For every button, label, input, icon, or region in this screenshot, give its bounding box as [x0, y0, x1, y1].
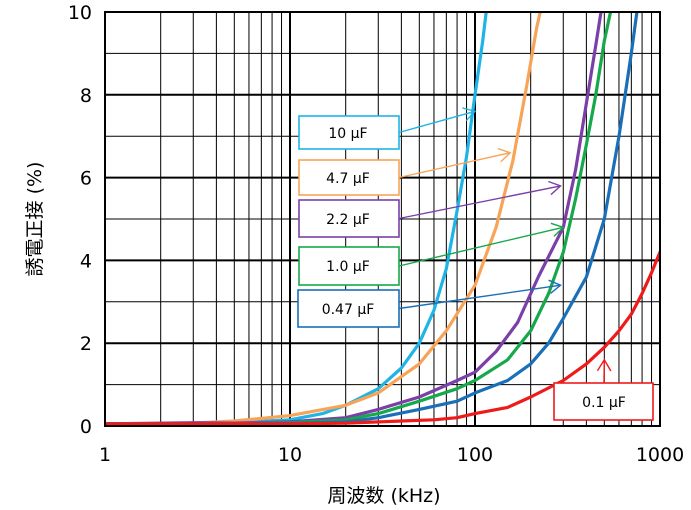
series-line: [105, 12, 488, 426]
legend-label: 0.1 μF: [582, 395, 626, 411]
legend-box: [553, 382, 654, 421]
legend-arrow: [398, 185, 561, 220]
legend-box: [297, 289, 400, 328]
legend-arrowhead: [548, 279, 562, 295]
tick-labels: 1 10 100 1000 0 2 4 6 8 10: [68, 2, 684, 466]
legend-label: 0.47 μF: [322, 302, 375, 318]
plot-frame: [104, 11, 661, 427]
legend-arrow: [398, 226, 564, 267]
x-tick-label: 100: [457, 444, 493, 466]
legend-arrowhead: [550, 222, 565, 237]
x-tick-label: 10: [278, 444, 302, 466]
y-tick-label: 4: [80, 250, 92, 272]
legend-label: 2.2 μF: [326, 212, 370, 228]
series-line: [105, 250, 660, 426]
legend-box: [298, 246, 400, 286]
series-line: [105, 12, 613, 426]
legend-label: 4.7 μF: [326, 171, 370, 187]
legend-arrowhead: [596, 358, 612, 372]
legend-box: [298, 159, 400, 196]
legend-arrow: [398, 284, 561, 310]
legend-box: [298, 115, 400, 150]
legend-box: [298, 199, 400, 238]
y-axis-title: 誘電正接 (%): [24, 162, 46, 277]
y-tick-label: 6: [80, 168, 92, 190]
series-lines: [105, 12, 660, 426]
plot-border: [104, 11, 661, 427]
y-tick-label: 8: [80, 85, 92, 107]
legend-arrow: [398, 110, 476, 134]
series-line: [105, 12, 542, 426]
legend-label: 1.0 μF: [326, 259, 370, 275]
y-tick-label: 0: [80, 416, 92, 438]
x-tick-label: 1000: [636, 444, 684, 466]
legend-arrowhead: [462, 107, 477, 122]
legend-arrow: [398, 152, 511, 179]
legend-arrowhead: [548, 180, 562, 196]
legend: 10 μF 4.7 μF 2.2 μF 1.0 μF 0.47 μF 0.1 μF: [297, 107, 654, 421]
x-tick-label: 1: [99, 444, 111, 466]
legend-label: 10 μF: [328, 126, 367, 142]
y-tick-label: 2: [80, 333, 92, 355]
legend-arrowhead: [497, 147, 512, 163]
x-axis-title: 周波数 (kHz): [327, 485, 440, 507]
y-tick-label: 10: [68, 2, 92, 24]
